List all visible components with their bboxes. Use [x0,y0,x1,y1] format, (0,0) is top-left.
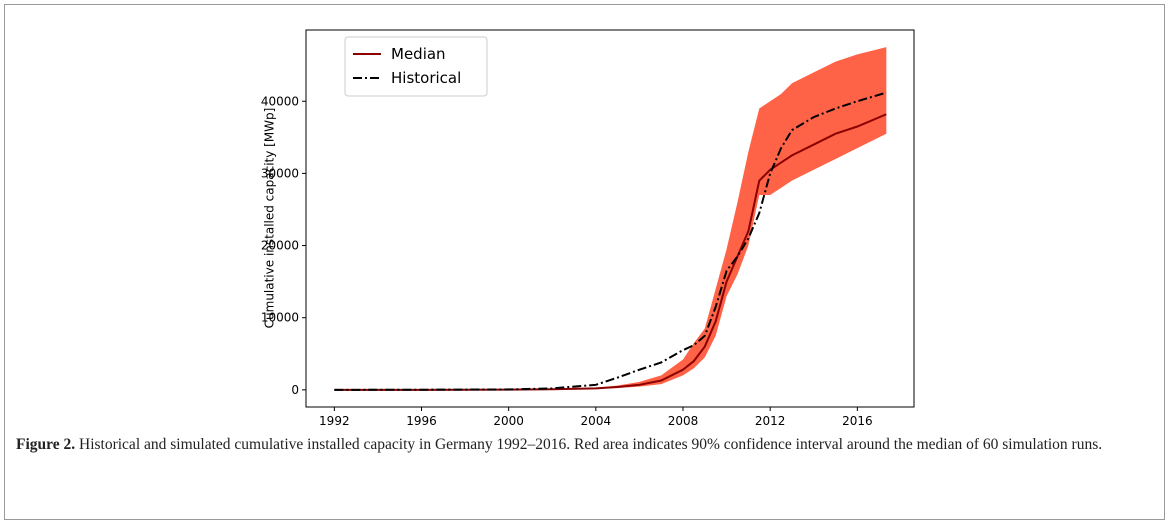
chart: Cumulative installed capacity [MWp] 1992… [261,29,915,428]
x-tick-label: 2016 [842,414,873,428]
x-tick-label: 2000 [493,414,524,428]
figure-frame [4,4,1165,520]
x-tick-label: 2012 [755,414,786,428]
legend-label: Historical [391,69,461,87]
x-tick-label: 1992 [319,414,350,428]
y-tick-label: 10000 [261,311,299,325]
series-line [334,113,887,391]
legend-box [344,36,488,97]
x-tick-label: 2004 [581,414,612,428]
y-tick-label: 30000 [261,166,299,180]
series-line [334,91,887,391]
caption: Figure 2. Historical and simulated cumul… [16,434,1146,455]
x-tick-label: 1996 [406,414,437,428]
confidence-band [334,47,887,390]
caption-text: Historical and simulated cumulative inst… [79,436,1103,453]
y-tick-label: 20000 [261,239,299,253]
plot-frame [305,29,915,408]
y-tick-label: 40000 [261,94,299,108]
y-axis-label: Cumulative installed capacity [MWp] [263,108,277,329]
x-tick-label: 2008 [668,414,699,428]
y-tick-label: 0 [291,383,299,397]
caption-label: Figure 2. [16,436,76,453]
legend-label: Median [391,45,446,63]
